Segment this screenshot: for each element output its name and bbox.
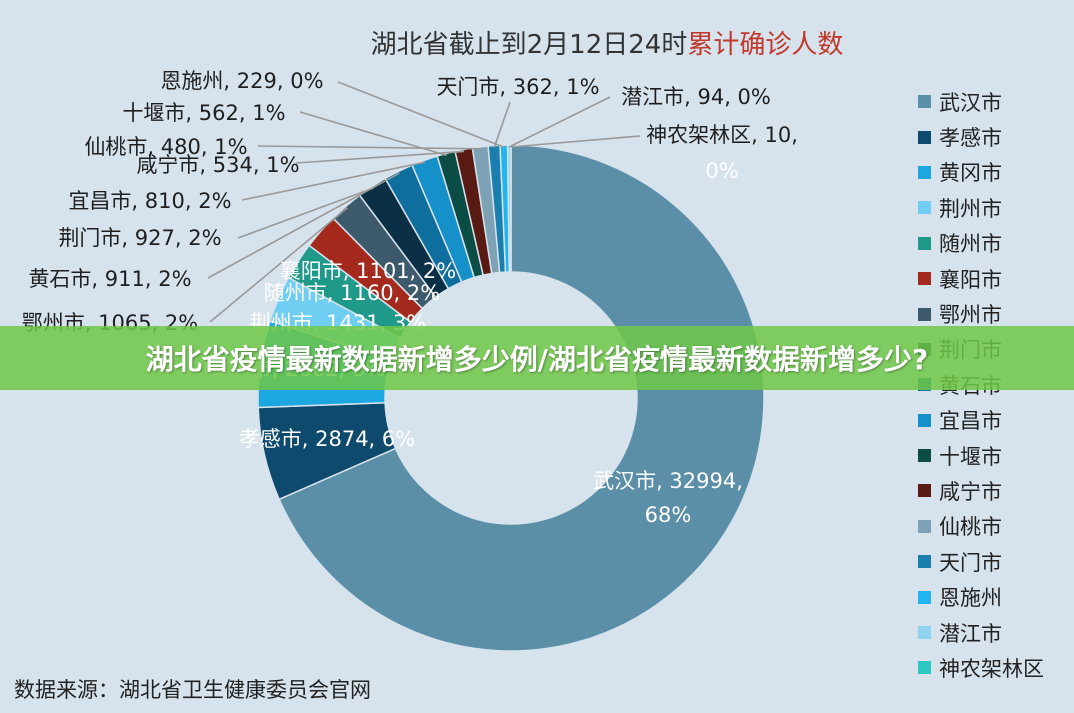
- slice-16-leader-line: [508, 96, 611, 148]
- slice-12-data-label: 咸宁市, 534, 1%: [136, 153, 299, 177]
- legend-swatch: [918, 130, 931, 144]
- legend-swatch: [918, 236, 931, 250]
- legend-item-16: 潜江市: [918, 615, 1074, 650]
- legend-swatch: [918, 201, 931, 215]
- slice-10-data-label: 宜昌市, 810, 2%: [68, 189, 231, 213]
- legend-label: 恩施州: [939, 586, 1002, 611]
- legend-swatch: [918, 413, 931, 427]
- legend-label: 武汉市: [939, 90, 1002, 115]
- slice-13-data-label: 仙桃市, 480, 1%: [84, 135, 247, 159]
- legend-item-4: 荆州市: [918, 190, 1074, 225]
- legend-item-3: 黄冈市: [918, 155, 1074, 190]
- legend-item-6: 襄阳市: [918, 261, 1074, 296]
- legend-label: 荆州市: [939, 196, 1002, 221]
- legend-label: 仙桃市: [939, 515, 1002, 540]
- legend-item-11: 十堰市: [918, 438, 1074, 473]
- slice-17-data-label-percent: 0%: [705, 159, 738, 183]
- legend-swatch: [918, 519, 931, 533]
- slice-17-leader-line: [510, 135, 641, 148]
- legend-swatch: [918, 307, 931, 321]
- chart-title-highlight: 累计确诊人数: [687, 30, 844, 60]
- legend-swatch: [918, 95, 931, 109]
- slice-9-leader-line: [207, 172, 400, 279]
- slice-6-data-label: 襄阳市, 1101, 2%: [280, 259, 456, 283]
- slice-13-leader-line: [257, 145, 481, 150]
- slice-17-data-label: 神农架林区, 10,: [646, 123, 798, 147]
- legend-swatch: [918, 590, 931, 604]
- data-source-note: 数据来源：湖北省卫生健康委员会官网: [14, 678, 371, 702]
- legend-item-2: 孝感市: [918, 119, 1074, 154]
- slice-14-data-label: 天门市, 362, 1%: [436, 75, 599, 99]
- legend-item-1: 武汉市: [918, 84, 1074, 119]
- legend-swatch: [918, 272, 931, 286]
- legend-swatch: [918, 484, 931, 498]
- legend-label: 宜昌市: [939, 409, 1002, 434]
- legend-item-5: 随州市: [918, 226, 1074, 261]
- legend-item-10: 宜昌市: [918, 403, 1074, 438]
- legend-swatch: [918, 165, 931, 179]
- headline-banner-text: 湖北省疫情最新数据新增多少例/湖北省疫情最新数据新增多少?: [145, 343, 929, 376]
- legend-swatch: [918, 555, 931, 569]
- legend-label: 咸宁市: [939, 479, 1002, 504]
- legend-label: 襄阳市: [939, 267, 1002, 292]
- legend-label: 随州市: [939, 232, 1002, 257]
- legend-label: 黄冈市: [939, 161, 1002, 186]
- legend-item-17: 神农架林区: [918, 650, 1074, 685]
- slice-10-leader-line: [241, 161, 426, 201]
- legend-label: 天门市: [939, 550, 1002, 575]
- legend-label: 孝感市: [939, 126, 1002, 151]
- chart-title: 湖北省截止到2月12日24时累计确诊人数: [0, 24, 1074, 61]
- slice-9-data-label: 黄石市, 911, 2%: [28, 267, 191, 291]
- slice-2-data-label: 孝感市, 2874, 6%: [239, 427, 415, 451]
- slice-12-leader-line: [295, 150, 465, 164]
- slice-1-data-label-percent: 68%: [645, 503, 692, 527]
- legend-label: 神农架林区: [939, 656, 1044, 681]
- slice-7-leader-line: [209, 207, 348, 323]
- legend-swatch: [918, 661, 931, 675]
- legend-item-15: 恩施州: [918, 579, 1074, 614]
- headline-banner: 湖北省疫情最新数据新增多少例/湖北省疫情最新数据新增多少?: [0, 326, 1074, 390]
- slice-16-data-label: 潜江市, 94, 0%: [621, 85, 771, 109]
- legend-item-7: 鄂州市: [918, 296, 1074, 331]
- chart-title-main: 湖北省截止到2月12日24时: [370, 30, 688, 60]
- legend-label: 潜江市: [939, 621, 1002, 646]
- legend-swatch: [918, 626, 931, 640]
- slice-1-data-label: 武汉市, 32994,: [593, 469, 743, 493]
- slice-11-data-label: 十堰市, 562, 1%: [122, 101, 285, 125]
- slice-14-leader-line: [493, 101, 511, 148]
- legend-item-14: 天门市: [918, 544, 1074, 579]
- legend-item-13: 仙桃市: [918, 509, 1074, 544]
- legend-swatch: [918, 449, 931, 463]
- legend-label: 十堰市: [939, 444, 1002, 469]
- slice-5-data-label: 随州市, 1160, 2%: [264, 281, 440, 305]
- slice-8-leader-line: [237, 187, 374, 239]
- slice-15-data-label: 恩施州, 229, 0%: [160, 69, 323, 93]
- slice-1: [278, 144, 765, 652]
- slice-8-data-label: 荆门市, 927, 2%: [58, 226, 221, 250]
- slice-15-leader-line: [337, 81, 505, 148]
- legend-item-12: 咸宁市: [918, 473, 1074, 508]
- legend-label: 鄂州市: [939, 303, 1002, 328]
